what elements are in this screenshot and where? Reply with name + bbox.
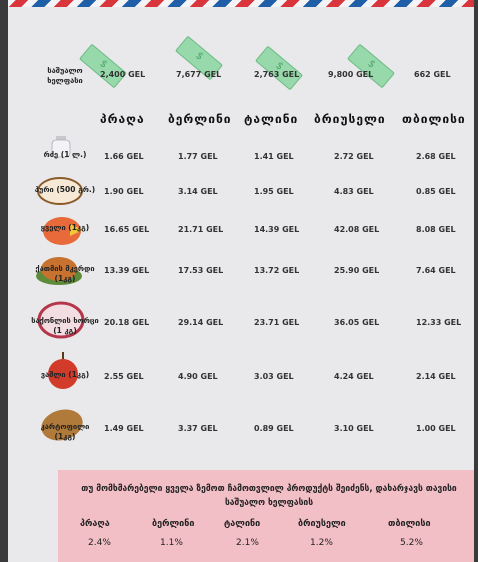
price-tbilisi: 2.68 GEL: [416, 152, 456, 161]
summary-text: თუ მომხმარებელი ყველა ზემოთ ჩამოთვლილ პრ…: [81, 484, 457, 508]
price-tallinn: 23.71 GEL: [254, 318, 300, 327]
price-prague: 1.49 GEL: [104, 424, 144, 433]
money-icon: [254, 45, 304, 91]
price-tbilisi: 2.14 GEL: [416, 372, 456, 381]
money-icon: [346, 43, 396, 89]
salary-label: საშუალო ხელფასი: [47, 66, 83, 85]
price-brussels: 3.10 GEL: [334, 424, 374, 433]
summary-city-tbilisi: თბილისი: [388, 519, 431, 529]
price-berlin: 21.71 GEL: [178, 225, 224, 234]
price-brussels: 25.90 GEL: [334, 266, 380, 275]
salary-tallinn: 2,763 GEL: [254, 70, 300, 79]
price-brussels: 4.83 GEL: [334, 187, 374, 196]
price-tallinn: 14.39 GEL: [254, 225, 300, 234]
summary-pct-brussels: 1.2%: [310, 538, 333, 548]
summary-pct-tallinn: 2.1%: [236, 538, 259, 548]
price-tallinn: 1.95 GEL: [254, 187, 294, 196]
chicken-icon: [36, 257, 82, 285]
price-tbilisi: 0.85 GEL: [416, 187, 456, 196]
price-berlin: 29.14 GEL: [178, 318, 224, 327]
price-berlin: 17.53 GEL: [178, 266, 224, 275]
price-brussels: 2.72 GEL: [334, 152, 374, 161]
price-berlin: 4.90 GEL: [178, 372, 218, 381]
potato-icon: [41, 409, 83, 441]
price-tbilisi: 1.00 GEL: [416, 424, 456, 433]
salary-tbilisi: 662 GEL: [414, 70, 451, 79]
summary-city-tallinn: ტალინი: [224, 519, 261, 529]
city-header-tbilisi: თბილისი: [402, 112, 466, 126]
salary-brussels: 9,800 GEL: [328, 70, 374, 79]
beef-icon: [37, 301, 85, 339]
city-header-brussels: ბრიუსელი: [314, 112, 386, 126]
city-header-berlin: ბერლინი: [168, 112, 232, 126]
price-tbilisi: 8.08 GEL: [416, 225, 456, 234]
airmail-stripe: [8, 0, 474, 7]
price-tbilisi: 7.64 GEL: [416, 266, 456, 275]
product-label: საქონლის ხორცი (1 კგ): [31, 316, 99, 335]
price-prague: 13.39 GEL: [104, 266, 150, 275]
price-tallinn: 1.41 GEL: [254, 152, 294, 161]
price-prague: 1.90 GEL: [104, 187, 144, 196]
summary-city-brussels: ბრიუსელი: [298, 519, 346, 529]
price-tallinn: 3.03 GEL: [254, 372, 294, 381]
product-label: ვაშლი (1კგ): [40, 370, 90, 379]
price-prague: 16.65 GEL: [104, 225, 150, 234]
product-label: კარტოფილი (1კგ): [40, 422, 90, 441]
summary-pct-berlin: 1.1%: [160, 538, 183, 548]
product-label: პური (500 გრ.): [34, 185, 96, 194]
product-label: რძე (1 ლ.): [43, 150, 87, 159]
summary-city-prague: პრაღა: [80, 519, 110, 529]
price-tbilisi: 12.33 GEL: [416, 318, 462, 327]
salary-prague: 2,400 GEL: [100, 70, 146, 79]
summary-box: [58, 470, 474, 562]
product-label: ყველი (1კგ): [40, 223, 90, 232]
summary-city-berlin: ბერლინი: [152, 519, 195, 529]
milk-icon: [51, 136, 71, 158]
apple-icon: [48, 352, 78, 389]
price-prague: 20.18 GEL: [104, 318, 150, 327]
city-header-tallinn: ტალინი: [244, 112, 299, 126]
price-tallinn: 0.89 GEL: [254, 424, 294, 433]
price-prague: 1.66 GEL: [104, 152, 144, 161]
summary-pct-tbilisi: 5.2%: [400, 538, 423, 548]
price-prague: 2.55 GEL: [104, 372, 144, 381]
price-berlin: 1.77 GEL: [178, 152, 218, 161]
cheese-icon: [43, 217, 83, 245]
price-berlin: 3.14 GEL: [178, 187, 218, 196]
salary-berlin: 7,677 GEL: [176, 70, 222, 79]
price-brussels: 36.05 GEL: [334, 318, 380, 327]
summary-pct-prague: 2.4%: [88, 538, 111, 548]
infographic-page: საშუალო ხელფასი 2,400 GEL 7,677 GEL 2,76…: [8, 0, 474, 562]
price-tallinn: 13.72 GEL: [254, 266, 300, 275]
price-brussels: 42.08 GEL: [334, 225, 380, 234]
city-header-prague: პრაღა: [100, 112, 145, 126]
bread-icon: [37, 177, 83, 205]
product-label: ქათმის მკერდი (1კგ): [35, 264, 95, 283]
price-brussels: 4.24 GEL: [334, 372, 374, 381]
price-berlin: 3.37 GEL: [178, 424, 218, 433]
